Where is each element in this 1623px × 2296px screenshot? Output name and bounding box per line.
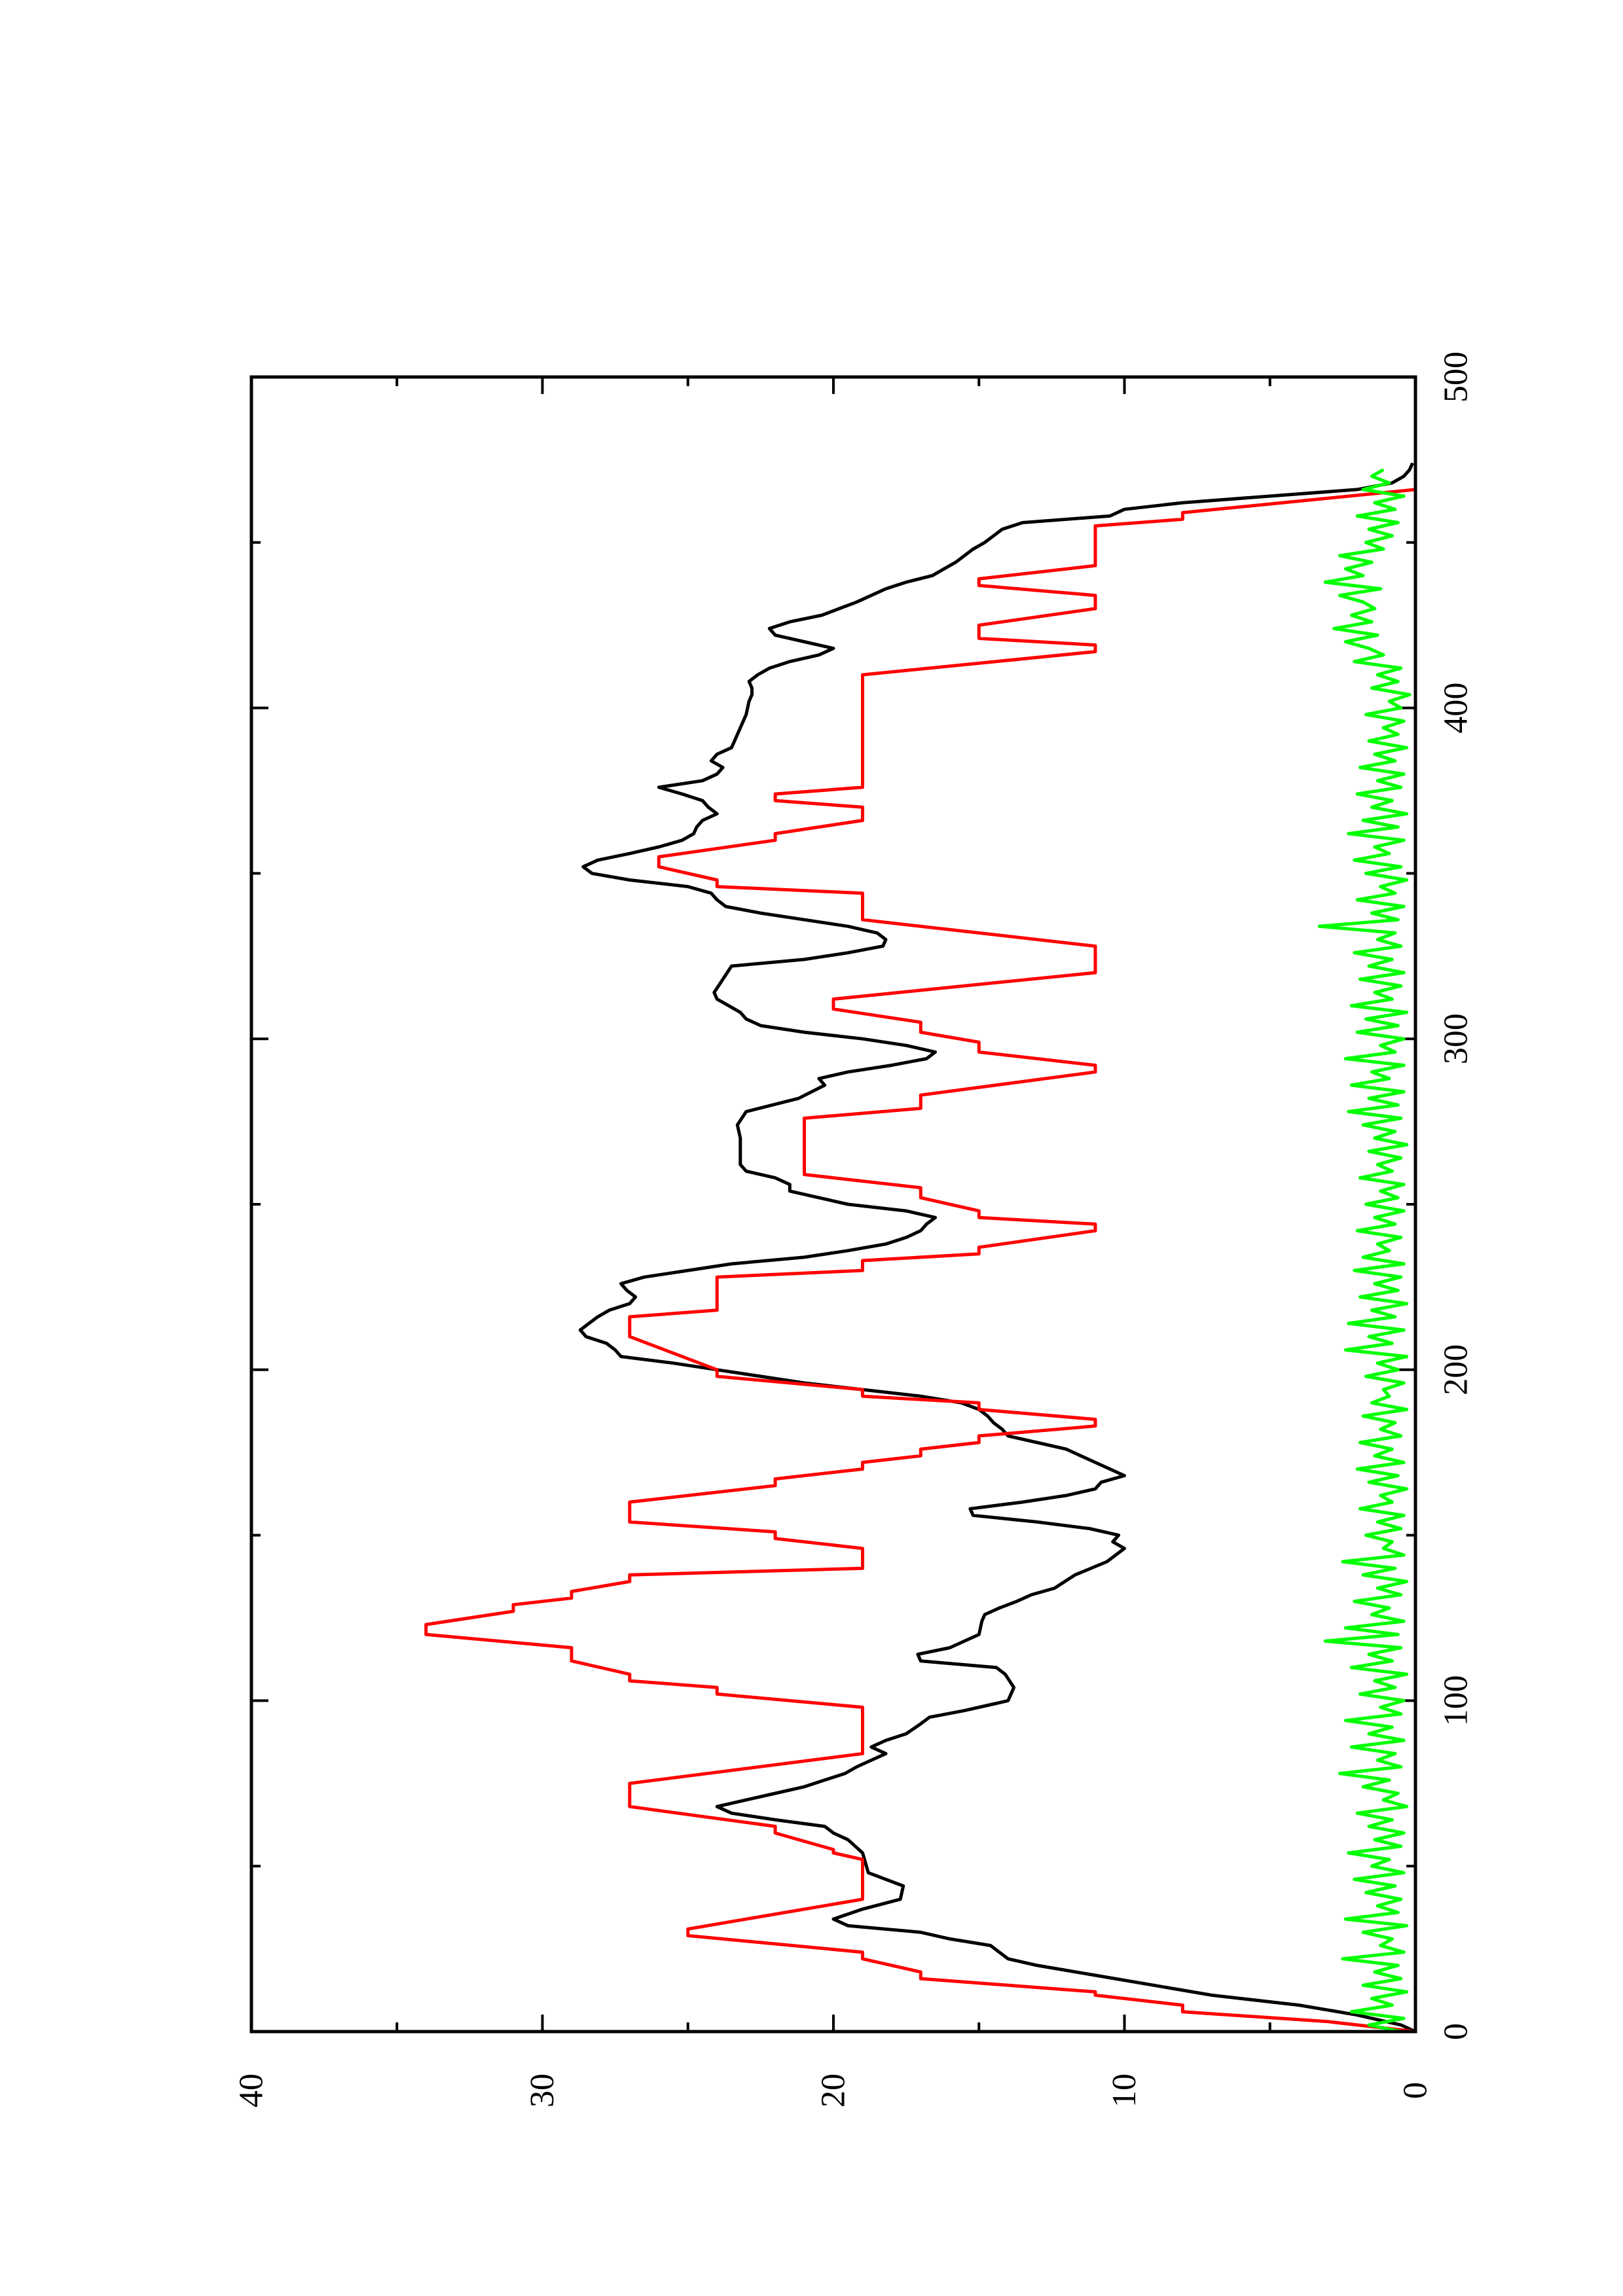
series-line-1 (578, 462, 1417, 2034)
x-tick-label: 500 (1438, 351, 1475, 403)
plot-frame (249, 375, 1417, 2034)
x-tick-label: 200 (1438, 1344, 1475, 1395)
series-line-3 (1317, 468, 1412, 2034)
x-tick-label: 400 (1438, 683, 1475, 734)
x-tick-label: 300 (1438, 1013, 1475, 1064)
y-tick-label: 30 (524, 2073, 561, 2108)
x-tick-label: 100 (1438, 1675, 1475, 1726)
y-tick-label: 0 (1397, 2082, 1434, 2099)
y-tick-label: 20 (815, 2073, 852, 2108)
series-line-2 (424, 488, 1416, 2034)
tick-labels: 0 100 200 300 400 500 0 10 20 30 40 (233, 351, 1475, 2108)
y-tick-label: 10 (1106, 2073, 1143, 2108)
series-lines (424, 462, 1417, 2034)
x-tick-label: 0 (1438, 2023, 1475, 2040)
y-tick-label: 40 (233, 2073, 270, 2108)
